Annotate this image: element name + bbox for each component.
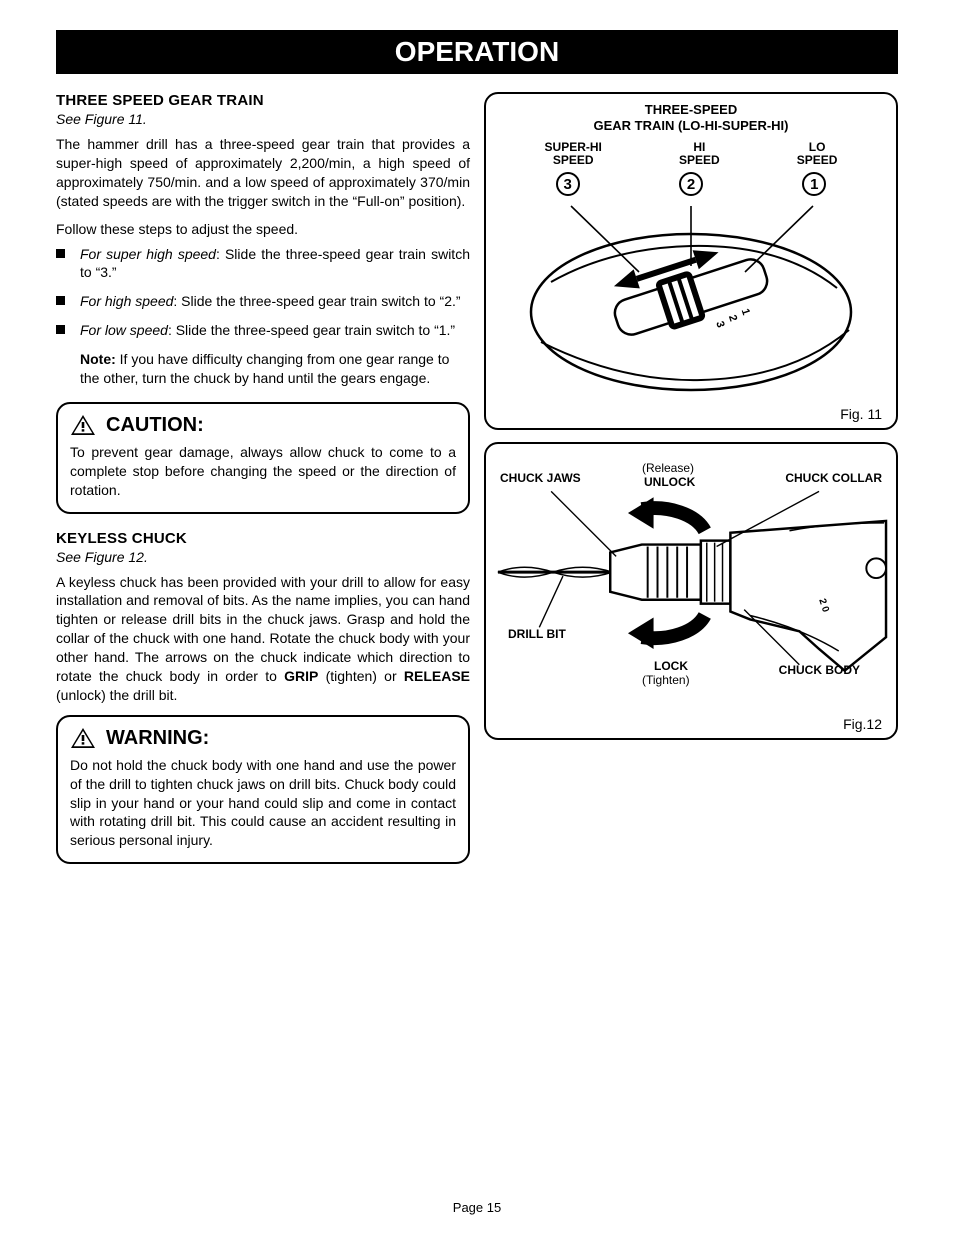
list-item: For high speed: Slide the three-speed ge… [56,292,470,311]
label-drill-bit: DRILL BIT [508,628,566,641]
release-bold: RELEASE [404,668,470,684]
section1-heading: THREE SPEED GEAR TRAIN [56,92,470,109]
bullet-em: For high speed [80,293,173,309]
label-chuck-body: CHUCK BODY [779,664,860,677]
section1-steps-intro: Follow these steps to adjust the speed. [56,221,470,237]
page-number: Page 15 [56,1200,898,1215]
drill-bit-art [498,567,612,577]
warning-title: WARNING: [106,727,209,750]
speed-num-3: 3 [556,172,580,196]
note-label: Note: [80,351,116,367]
page-title: OPERATION [56,30,898,74]
label-chuck-jaws: CHUCK JAWS [500,472,581,485]
bullet-text: : Slide the three-speed gear train switc… [173,293,460,309]
caution-title: CAUTION: [106,414,204,437]
caution-text: To prevent gear damage, always allow chu… [70,443,456,500]
lock-arrow-art [628,616,705,649]
drill-body-art: 2 0 [730,521,886,671]
fig11-title: THREE-SPEED GEAR TRAIN (LO-HI-SUPER-HI) [494,102,888,135]
para-mid2: (unlock) the drill bit. [56,687,177,703]
speed-num-1: 1 [802,172,826,196]
left-column: THREE SPEED GEAR TRAIN See Figure 11. Th… [56,92,470,880]
warning-triangle-icon [70,414,96,436]
speed-num-2: 2 [679,172,703,196]
section1-para1: The hammer drill has a three-speed gear … [56,135,470,211]
right-column: THREE-SPEED GEAR TRAIN (LO-HI-SUPER-HI) … [484,92,898,880]
label-lock: LOCK [654,660,688,673]
label-hi: HISPEED [679,141,720,169]
section2-heading: KEYLESS CHUCK [56,530,470,547]
note-text: If you have difficulty changing from one… [80,351,449,386]
grip-bold: GRIP [284,668,318,684]
label-lo: LOSPEED [797,141,838,169]
bullet-text: : Slide the three-speed gear train switc… [168,322,455,338]
list-item: For super high speed: Slide the three-sp… [56,245,470,283]
fig11-illustration: 1 2 3 [494,202,888,402]
bullet-em: For super high speed [80,246,216,262]
warning-triangle-icon [70,727,96,749]
section1-figref: See Figure 11. [56,111,470,127]
fig11-title-l2: GEAR TRAIN (LO-HI-SUPER-HI) [594,118,789,133]
chuck-art [610,541,730,604]
label-release: (Release) [642,462,694,475]
section1-bullet-list: For super high speed : Slide the three-sp… [56,245,470,341]
warning-text: Do not hold the chuck body with one hand… [70,756,456,850]
section2-para: A keyless chuck has been provided with y… [56,573,470,705]
list-item: For low speed: Slide the three-speed gea… [56,321,470,340]
section2-figref: See Figure 12. [56,549,470,565]
fig12-caption: Fig.12 [494,712,888,732]
label-tighten: (Tighten) [642,674,690,687]
fig11-title-l1: THREE-SPEED [645,102,737,117]
bullet-em: For low speed [80,322,168,338]
section1-note: Note: If you have difficulty changing fr… [80,350,470,388]
caution-callout: CAUTION: To prevent gear damage, always … [56,402,470,514]
para-mid1: (tighten) or [318,668,404,684]
figure-11: THREE-SPEED GEAR TRAIN (LO-HI-SUPER-HI) … [484,92,898,430]
warning-callout: WARNING: Do not hold the chuck body with… [56,715,470,864]
label-chuck-collar: CHUCK COLLAR [785,472,882,485]
figure-12: CHUCK JAWS (Release) UNLOCK CHUCK COLLAR… [484,442,898,740]
label-superhi: SUPER-HISPEED [545,141,602,169]
label-unlock: UNLOCK [644,476,695,489]
fig11-caption: Fig. 11 [494,402,888,422]
unlock-arrow-art [628,497,705,530]
fig12-illustration: CHUCK JAWS (Release) UNLOCK CHUCK COLLAR… [494,452,888,712]
